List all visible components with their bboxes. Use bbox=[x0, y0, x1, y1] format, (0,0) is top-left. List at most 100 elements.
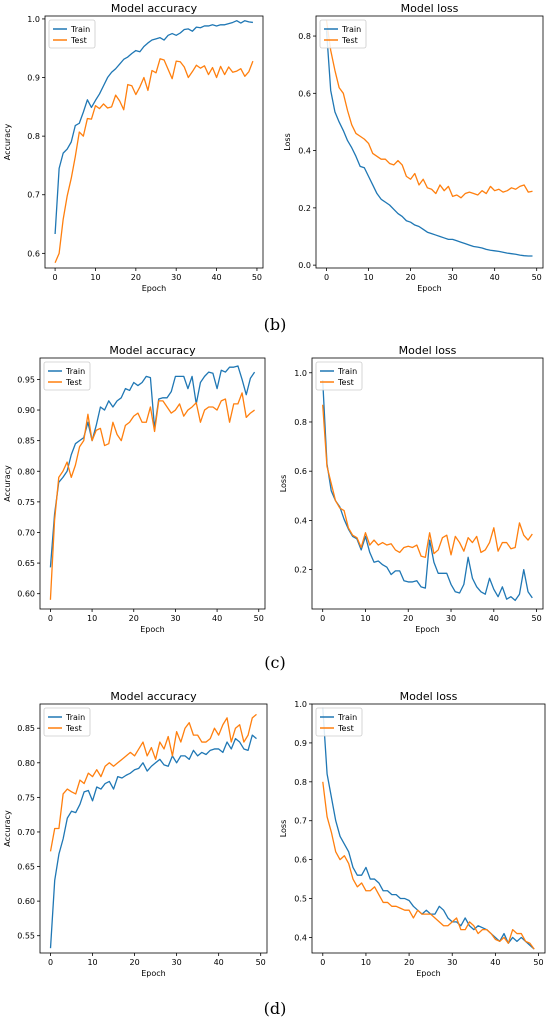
y-tick-label: 0.9 bbox=[27, 74, 40, 83]
panel-label-b: (b) bbox=[264, 315, 287, 334]
chart-panel-b-accuracy: 0 10 20 30 40 50 0.6 0.7 0.8 0.9 1.0 Model accuracy… bbox=[3, 2, 264, 293]
y-tick-label: 0.6 bbox=[294, 856, 307, 865]
chart-title: Model accuracy bbox=[109, 344, 196, 357]
y-axis-label: Loss bbox=[279, 475, 288, 493]
y-tick-label: 0.8 bbox=[298, 32, 311, 41]
y-tick-label: 0.60 bbox=[17, 897, 35, 906]
legend-label-train: Train bbox=[65, 713, 85, 722]
x-tick-label: 10 bbox=[361, 958, 371, 967]
x-tick-label: 0 bbox=[48, 958, 53, 967]
axes-frame bbox=[44, 15, 264, 269]
y-tick-label: 0.85 bbox=[17, 724, 35, 733]
x-axis-label: Epoch bbox=[415, 625, 440, 634]
y-tick-label: 0.0 bbox=[298, 261, 311, 270]
axes-frame bbox=[315, 15, 544, 269]
legend-label-test: Test bbox=[65, 724, 82, 733]
x-tick-label: 40 bbox=[212, 614, 222, 623]
chart-panel-d-accuracy: 0 10 20 30 40 50 0.55 0.60 0.65 0.70 0.75 0.80 0.85 M… bbox=[3, 690, 268, 978]
x-tick-label: 10 bbox=[87, 614, 97, 623]
x-axis-label: Epoch bbox=[417, 284, 442, 293]
axes-frame bbox=[39, 357, 266, 610]
axes-frame bbox=[311, 357, 544, 610]
y-tick-label: 0.75 bbox=[17, 793, 35, 802]
y-axis-label: Loss bbox=[283, 133, 292, 151]
y-tick-label: 0.80 bbox=[17, 467, 35, 476]
y-tick-label: 0.95 bbox=[17, 375, 35, 384]
legend-label-test: Test bbox=[341, 36, 358, 45]
y-tick-label: 1.0 bbox=[294, 369, 307, 378]
legend-box bbox=[315, 361, 363, 391]
legend-label-train: Train bbox=[337, 367, 357, 376]
legend-label-test: Test bbox=[337, 378, 354, 387]
y-tick-label: 0.6 bbox=[298, 89, 311, 98]
x-tick-label: 30 bbox=[171, 273, 181, 282]
x-tick-label: 50 bbox=[254, 614, 264, 623]
x-tick-label: 20 bbox=[405, 273, 415, 282]
x-tick-label: 50 bbox=[252, 273, 262, 282]
y-tick-label: 0.8 bbox=[27, 132, 40, 141]
chart-panel-c-loss: 0 10 20 30 40 50 0.2 0.4 0.6 0.8 1.0 Model loss Epoc… bbox=[279, 344, 544, 634]
legend-box bbox=[43, 707, 91, 737]
series-line-test bbox=[54, 58, 254, 263]
y-tick-label: 0.4 bbox=[298, 147, 311, 156]
chart-panel-b-loss: 0 10 20 30 40 50 0.0 0.2 0.4 0.6 0.8 Model loss Epoc… bbox=[283, 2, 544, 293]
x-tick-label: 20 bbox=[129, 614, 139, 623]
y-axis-label: Accuracy bbox=[3, 465, 12, 502]
series-line-train bbox=[322, 707, 535, 950]
series-line-train bbox=[322, 380, 533, 602]
x-axis-label: Epoch bbox=[140, 625, 165, 634]
x-tick-label: 50 bbox=[533, 958, 543, 967]
x-axis-label: Epoch bbox=[416, 969, 441, 978]
series-line-test bbox=[49, 392, 255, 600]
y-tick-label: 0.80 bbox=[17, 759, 35, 768]
legend-label-test: Test bbox=[337, 724, 354, 733]
x-tick-label: 20 bbox=[129, 958, 139, 967]
y-tick-label: 0.90 bbox=[17, 406, 35, 415]
series-line-train bbox=[49, 365, 256, 568]
series-line-test bbox=[325, 20, 533, 199]
y-tick-label: 0.75 bbox=[17, 498, 35, 507]
legend-label-train: Train bbox=[65, 367, 85, 376]
chart-title: Model loss bbox=[399, 344, 457, 357]
x-tick-label: 0 bbox=[320, 614, 325, 623]
panel-label-c: (c) bbox=[264, 653, 285, 672]
y-tick-label: 0.5 bbox=[294, 895, 307, 904]
x-tick-label: 10 bbox=[90, 273, 100, 282]
x-axis-label: Epoch bbox=[141, 969, 166, 978]
y-tick-label: 0.70 bbox=[17, 828, 35, 837]
chart-title: Model loss bbox=[401, 2, 459, 15]
series-line-test bbox=[322, 781, 535, 950]
x-tick-label: 50 bbox=[256, 958, 266, 967]
y-tick-label: 1.0 bbox=[27, 15, 40, 24]
x-tick-label: 20 bbox=[403, 614, 413, 623]
x-tick-label: 40 bbox=[214, 958, 224, 967]
series-line-train bbox=[54, 20, 254, 235]
x-tick-label: 30 bbox=[447, 958, 457, 967]
x-tick-label: 0 bbox=[53, 273, 58, 282]
x-tick-label: 30 bbox=[170, 614, 180, 623]
y-tick-label: 0.60 bbox=[17, 590, 35, 599]
legend-label-train: Train bbox=[341, 25, 361, 34]
legend-label-train: Train bbox=[70, 25, 90, 34]
axes-frame bbox=[39, 703, 268, 954]
y-tick-label: 0.6 bbox=[294, 467, 307, 476]
x-tick-label: 30 bbox=[172, 958, 182, 967]
x-tick-label: 0 bbox=[48, 614, 53, 623]
y-tick-label: 0.4 bbox=[294, 516, 307, 525]
series-line-test bbox=[322, 404, 533, 558]
x-tick-label: 0 bbox=[324, 273, 329, 282]
x-tick-label: 50 bbox=[532, 273, 542, 282]
y-axis-label: Accuracy bbox=[3, 810, 12, 847]
x-tick-label: 10 bbox=[360, 614, 370, 623]
y-tick-label: 0.2 bbox=[298, 204, 311, 213]
legend-box bbox=[315, 707, 363, 737]
legend-label-test: Test bbox=[70, 36, 87, 45]
x-tick-label: 30 bbox=[446, 614, 456, 623]
x-tick-label: 40 bbox=[490, 958, 500, 967]
y-tick-label: 0.2 bbox=[294, 566, 307, 575]
y-tick-label: 0.85 bbox=[17, 437, 35, 446]
legend-label-train: Train bbox=[337, 713, 357, 722]
x-tick-label: 20 bbox=[404, 958, 414, 967]
chart-title: Model accuracy bbox=[110, 690, 197, 703]
